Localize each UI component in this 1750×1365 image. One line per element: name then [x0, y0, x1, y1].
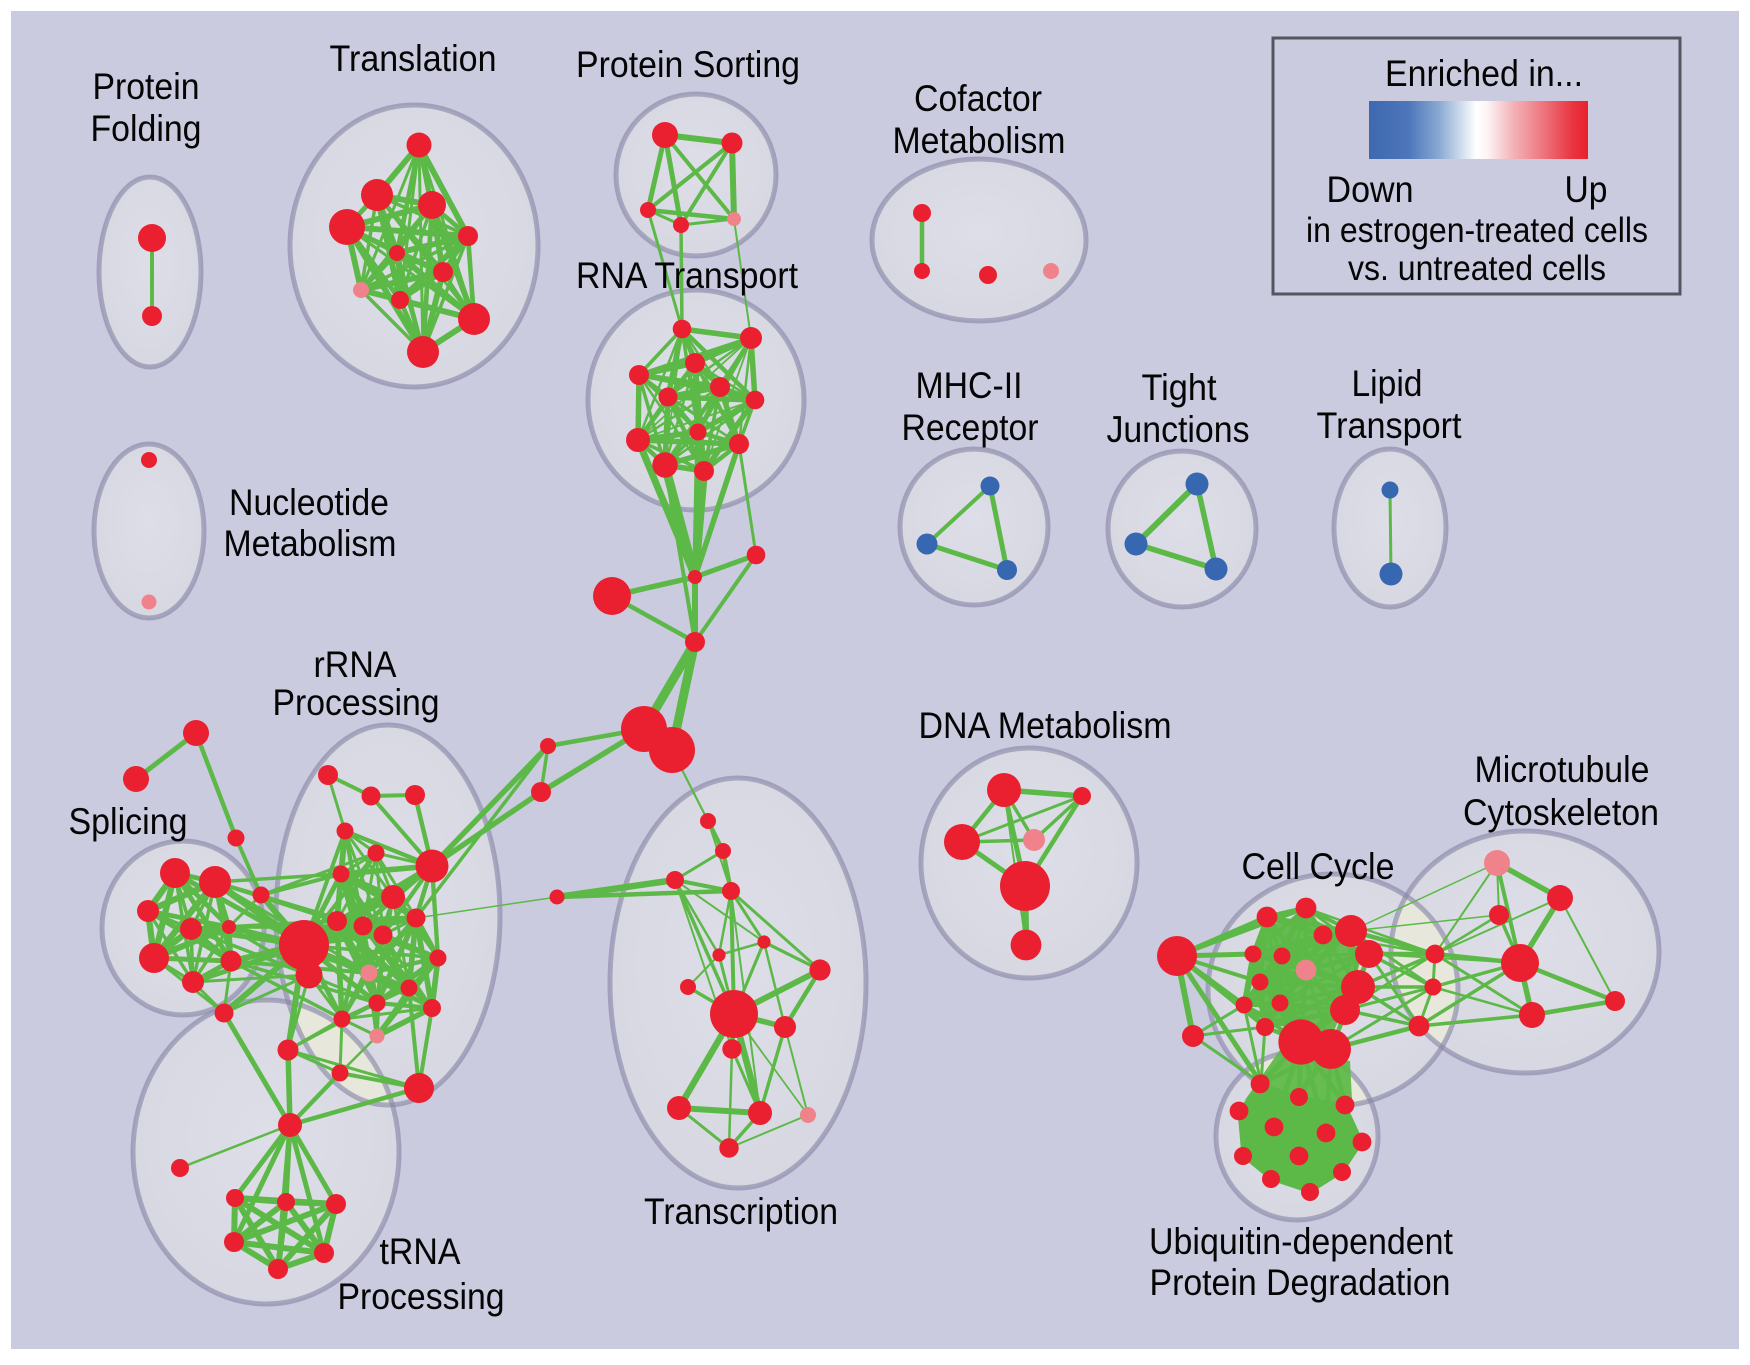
svg-text:Enriched in...: Enriched in...	[1385, 53, 1583, 94]
svg-text:Down: Down	[1327, 169, 1414, 210]
svg-text:Processing: Processing	[338, 1276, 505, 1317]
svg-text:rRNA: rRNA	[314, 644, 397, 685]
svg-text:Protein Degradation: Protein Degradation	[1150, 1262, 1451, 1303]
svg-text:Tight: Tight	[1142, 367, 1218, 408]
svg-text:Transport: Transport	[1317, 405, 1463, 446]
svg-text:MHC-II: MHC-II	[916, 365, 1023, 406]
svg-text:RNA Transport: RNA Transport	[576, 255, 799, 296]
svg-text:Metabolism: Metabolism	[893, 120, 1066, 161]
svg-text:Ubiquitin-dependent: Ubiquitin-dependent	[1149, 1221, 1454, 1262]
svg-text:Protein Sorting: Protein Sorting	[576, 44, 800, 85]
svg-text:Splicing: Splicing	[69, 801, 188, 842]
svg-text:Metabolism: Metabolism	[224, 523, 397, 564]
svg-text:tRNA: tRNA	[380, 1231, 461, 1272]
svg-text:Nucleotide: Nucleotide	[229, 482, 389, 523]
svg-text:Protein: Protein	[93, 66, 200, 107]
svg-text:Cofactor: Cofactor	[914, 78, 1042, 119]
svg-text:Translation: Translation	[330, 38, 497, 79]
svg-text:Cytoskeleton: Cytoskeleton	[1463, 792, 1659, 833]
svg-text:Receptor: Receptor	[902, 407, 1039, 448]
svg-text:Folding: Folding	[91, 108, 202, 149]
svg-text:DNA Metabolism: DNA Metabolism	[919, 705, 1172, 746]
svg-text:Up: Up	[1565, 169, 1608, 210]
svg-text:Cell Cycle: Cell Cycle	[1242, 846, 1395, 887]
svg-text:Junctions: Junctions	[1107, 409, 1250, 450]
svg-text:Microtubule: Microtubule	[1475, 749, 1650, 790]
svg-text:Lipid: Lipid	[1352, 363, 1423, 404]
svg-text:in estrogen-treated cells: in estrogen-treated cells	[1306, 211, 1648, 250]
svg-text:vs. untreated cells: vs. untreated cells	[1348, 249, 1606, 288]
svg-text:Processing: Processing	[273, 682, 440, 723]
svg-text:Transcription: Transcription	[644, 1191, 838, 1232]
